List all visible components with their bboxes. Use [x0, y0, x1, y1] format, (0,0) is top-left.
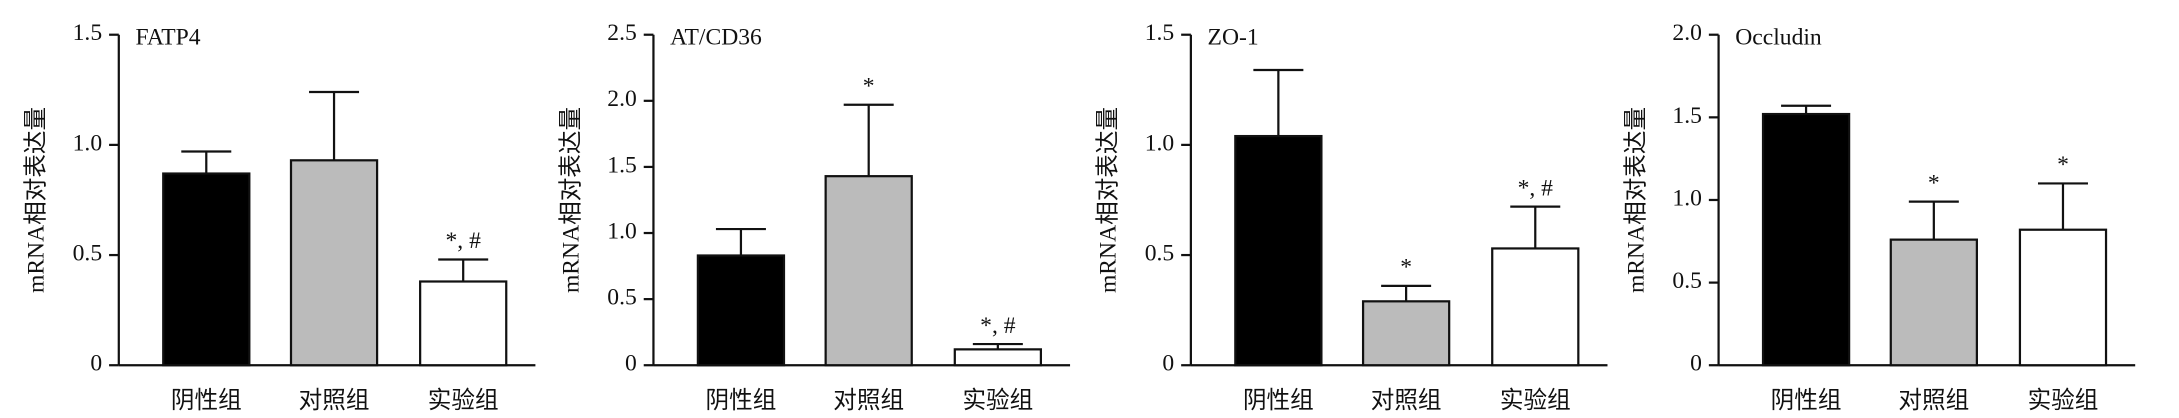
- x-tick-label: 对照组: [833, 387, 904, 414]
- x-tick-label: 阴性组: [171, 387, 242, 414]
- x-tick-label: 实验组: [428, 387, 499, 414]
- bar: [696, 254, 786, 367]
- x-tick-label: 阴性组: [1771, 387, 1842, 414]
- significance-label: *: [1400, 255, 1412, 281]
- bar: [162, 172, 251, 367]
- y-tick-label: 1.5: [1672, 103, 1702, 129]
- y-tick-label: 0.5: [607, 285, 637, 311]
- x-tick-label: 实验组: [1500, 387, 1571, 414]
- panel-title: FATP4: [135, 24, 200, 50]
- bar: [1889, 238, 1978, 367]
- y-tick-label: 1.5: [1145, 20, 1175, 46]
- y-axis-label: mRNA相对表达量: [1095, 107, 1122, 293]
- significance-label: *, #: [445, 228, 481, 254]
- x-tick-label: 对照组: [1371, 387, 1442, 414]
- y-tick-label: 1.5: [607, 152, 637, 178]
- bar: [1234, 134, 1323, 367]
- panel-title: Occludin: [1735, 24, 1822, 50]
- y-tick-label: 2.0: [1672, 20, 1702, 46]
- significance-label: *: [1928, 170, 1940, 196]
- y-tick-label: 0: [1690, 351, 1702, 377]
- y-tick-label: 0.5: [1145, 240, 1175, 266]
- x-tick-label: 实验组: [962, 387, 1033, 414]
- y-axis-label: mRNA相对表达量: [557, 107, 584, 293]
- x-tick-label: 实验组: [2028, 387, 2099, 414]
- bar: [289, 159, 379, 367]
- y-tick-label: 1.0: [1145, 130, 1175, 156]
- y-tick-label: 0: [625, 351, 637, 377]
- y-tick-label: 2.5: [607, 20, 637, 46]
- y-tick-label: 0.5: [73, 240, 103, 266]
- y-tick-label: 2.0: [607, 86, 637, 112]
- x-tick-label: 对照组: [299, 387, 370, 414]
- x-tick-label: 阴性组: [706, 387, 777, 414]
- panel-title: ZO-1: [1208, 24, 1259, 50]
- bar: [2018, 228, 2108, 367]
- bar: [1361, 300, 1451, 367]
- y-tick-label: 1.5: [73, 20, 103, 46]
- y-tick-label: 1.0: [607, 218, 637, 244]
- panel-title: AT/CD36: [670, 24, 762, 50]
- bar: [1491, 247, 1580, 367]
- y-tick-label: 1.0: [1672, 185, 1702, 211]
- bar: [1761, 112, 1851, 367]
- y-tick-label: 0: [90, 351, 102, 377]
- x-tick-label: 对照组: [1898, 387, 1969, 414]
- y-tick-label: 0.5: [1672, 268, 1702, 294]
- x-tick-label: 阴性组: [1243, 387, 1314, 414]
- bar: [419, 280, 508, 367]
- y-tick-label: 0: [1162, 351, 1174, 377]
- significance-label: *, #: [980, 313, 1016, 339]
- significance-label: *, #: [1518, 175, 1554, 201]
- significance-label: *: [2057, 152, 2069, 178]
- significance-label: *: [863, 74, 875, 100]
- y-axis-label: mRNA相对表达量: [1622, 107, 1649, 293]
- bar: [953, 348, 1043, 367]
- y-tick-label: 1.0: [73, 130, 103, 156]
- y-axis-label: mRNA相对表达量: [23, 107, 50, 293]
- bar: [824, 175, 913, 367]
